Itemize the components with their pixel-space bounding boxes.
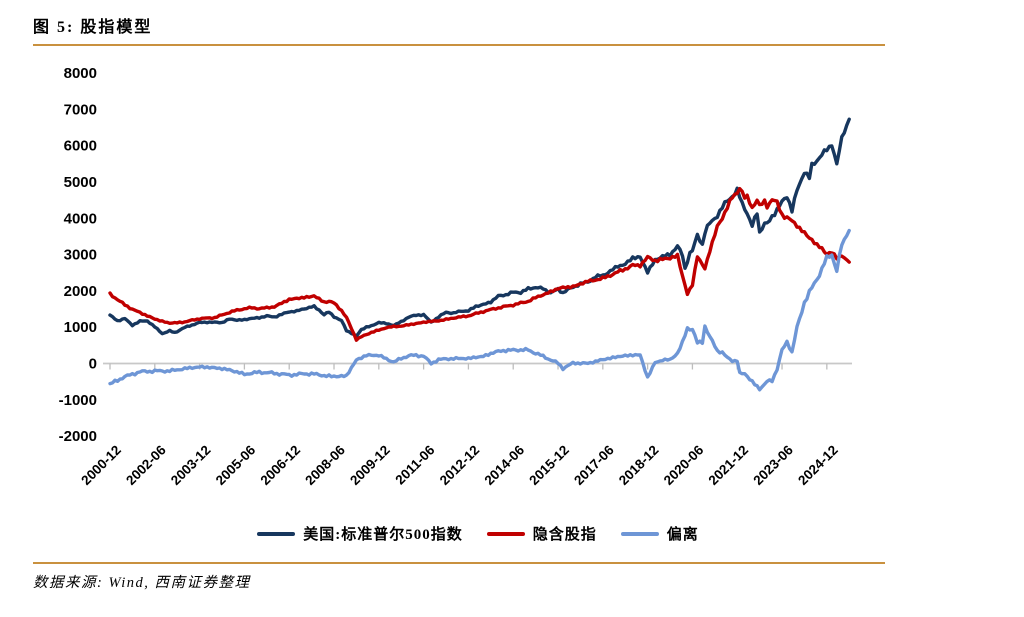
- svg-text:2011-06: 2011-06: [392, 442, 437, 487]
- implied-index-legend-label: 隐含股指: [532, 527, 597, 543]
- implied-index-line-swatch: [486, 531, 525, 536]
- svg-text:4000: 4000: [64, 210, 97, 227]
- footer-rule: [33, 562, 885, 564]
- title-underline-rule: [33, 44, 885, 46]
- svg-text:-2000: -2000: [59, 428, 97, 445]
- legend-item-implied-index: 隐含股指: [486, 523, 597, 544]
- svg-text:2009-12: 2009-12: [347, 442, 393, 488]
- svg-text:7000: 7000: [64, 101, 97, 118]
- sp500-legend-label: 美国:标准普尔500指数: [303, 527, 463, 543]
- svg-text:2003-12: 2003-12: [168, 442, 214, 488]
- svg-text:2024-12: 2024-12: [795, 442, 841, 488]
- svg-text:2000-12: 2000-12: [78, 442, 124, 488]
- svg-text:0: 0: [89, 356, 97, 373]
- svg-text:-1000: -1000: [59, 392, 97, 409]
- sp500-line-swatch: [257, 531, 296, 536]
- svg-text:2017-06: 2017-06: [571, 442, 617, 488]
- svg-text:1000: 1000: [64, 319, 97, 336]
- svg-text:2000: 2000: [64, 283, 97, 300]
- svg-text:2020-06: 2020-06: [661, 442, 707, 488]
- source-note: 数据来源: Wind, 西南证券整理: [33, 575, 251, 591]
- deviation-legend-label: 偏离: [666, 527, 699, 543]
- svg-text:3000: 3000: [64, 247, 97, 264]
- svg-text:5000: 5000: [64, 174, 97, 191]
- deviation-line-swatch: [620, 531, 659, 536]
- line-chart-canvas: 2000-12 2002-06 2003-12 2005-06 2006-12 2008-…: [59, 65, 852, 488]
- chart-legend: 美国:标准普尔500指数 隐含股指 偏离: [104, 523, 852, 544]
- legend-item-deviation: 偏离: [620, 523, 699, 544]
- legend-item-sp500: 美国:标准普尔500指数: [257, 523, 463, 544]
- svg-text:6000: 6000: [64, 138, 97, 155]
- svg-text:2014-06: 2014-06: [482, 442, 528, 488]
- svg-text:2012-12: 2012-12: [437, 442, 483, 488]
- svg-text:8000: 8000: [64, 65, 97, 82]
- svg-text:2015-12: 2015-12: [526, 442, 572, 488]
- svg-text:2005-06: 2005-06: [213, 442, 259, 488]
- svg-text:2023-06: 2023-06: [750, 442, 796, 488]
- svg-text:2008-06: 2008-06: [302, 442, 348, 488]
- stock-index-chart: 2000-12 2002-06 2003-12 2005-06 2006-12 2008-…: [59, 65, 852, 488]
- svg-text:2006-12: 2006-12: [258, 442, 304, 488]
- svg-text:2002-06: 2002-06: [123, 442, 169, 488]
- figure-title: 图 5: 股指模型: [33, 19, 153, 36]
- svg-text:2018-12: 2018-12: [616, 442, 662, 488]
- svg-text:2021-12: 2021-12: [706, 442, 752, 488]
